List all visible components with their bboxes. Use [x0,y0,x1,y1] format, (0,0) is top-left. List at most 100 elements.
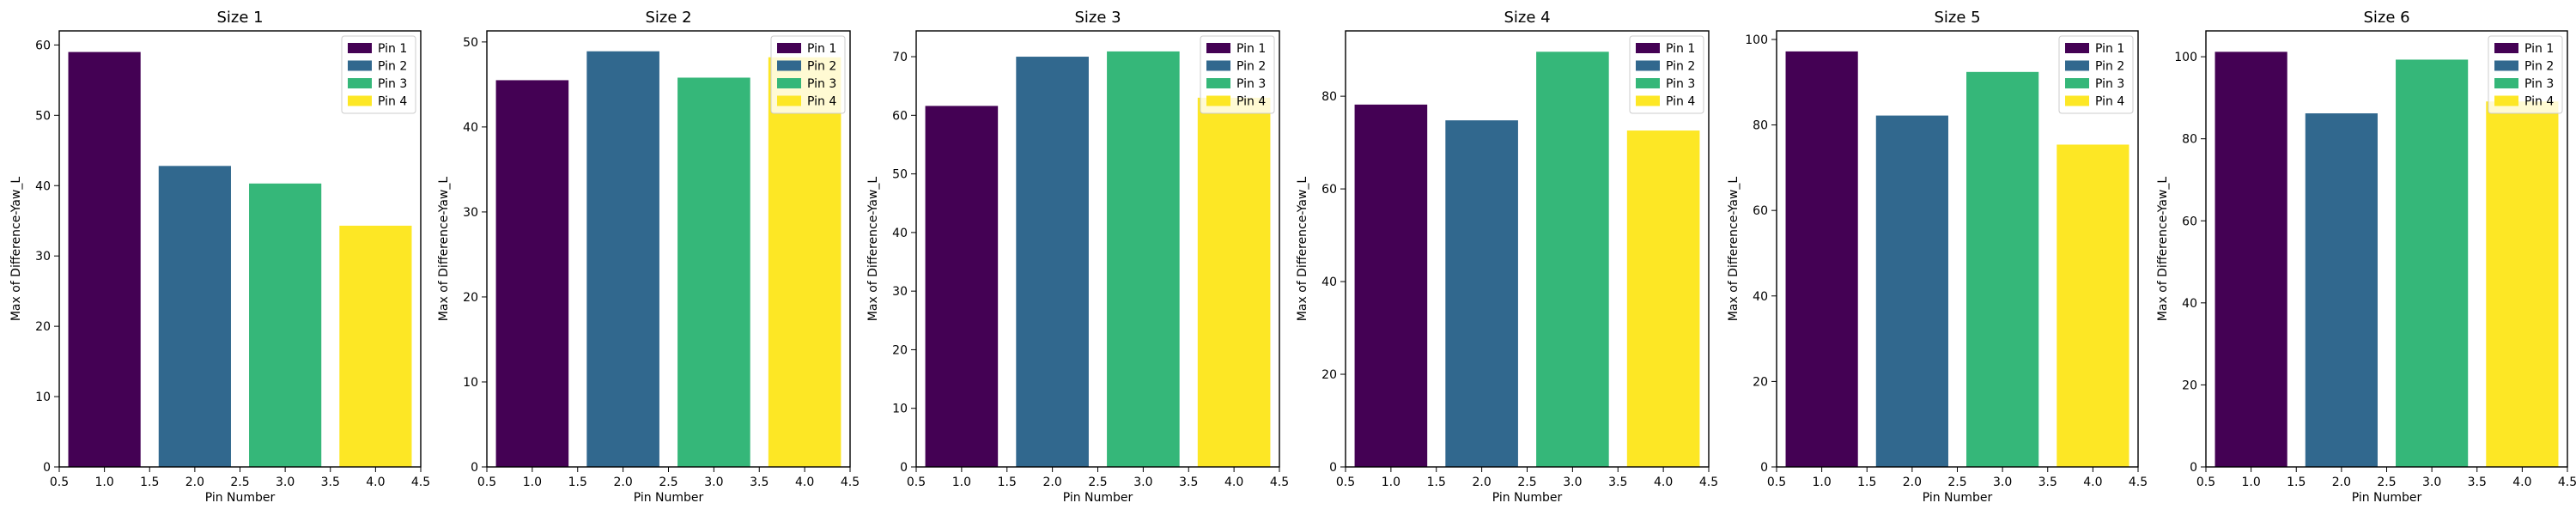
legend: Pin 1 Pin 2 Pin 3 Pin 4 [770,35,846,114]
bar-pin-1 [925,106,999,467]
x-tick-label: 3.0 [276,476,295,489]
bar-pin-2 [1875,115,1948,468]
y-tick-label: 0 [1760,461,1768,475]
chart-title: Size 3 [1074,9,1121,27]
legend-label: Pin 4 [1666,95,1695,109]
x-tick-label: 2.5 [1088,476,1107,489]
x-tick-label: 4.5 [2129,476,2148,489]
y-tick-label: 10 [35,391,51,404]
chart-title: Size 6 [2363,9,2409,27]
legend: Pin 1 Pin 2 Pin 3 Pin 4 [2058,35,2134,114]
x-axis-label: Pin Number [1923,491,1993,505]
x-tick-label: 2.5 [659,476,677,489]
x-tick-label: 3.5 [1608,476,1627,489]
x-tick-label: 1.5 [2287,476,2306,489]
x-axis-label: Pin Number [205,491,276,505]
x-tick-label: 1.5 [140,476,159,489]
x-tick-label: 3.0 [1133,476,1152,489]
bar-pin-4 [2057,144,2129,467]
legend-label: Pin 4 [1236,95,1266,109]
x-tick-label: 4.5 [411,476,430,489]
y-tick-label: 100 [2174,51,2197,64]
legend-label: Pin 4 [2524,95,2554,109]
legend-swatch [777,78,801,88]
legend-swatch [1206,78,1230,88]
legend-swatch [777,95,801,106]
bar-pin-3 [1536,52,1609,467]
x-tick-label: 0.5 [1767,476,1786,489]
x-tick-label: 0.5 [2196,476,2215,489]
y-tick-label: 80 [1753,119,1768,133]
x-tick-label: 3.0 [2422,476,2441,489]
legend-label: Pin 3 [807,77,836,91]
x-tick-label: 2.5 [1517,476,1536,489]
legend-label: Pin 1 [2095,42,2124,56]
legend-swatch [348,95,372,106]
legend-label: Pin 3 [378,77,407,91]
bar-pin-1 [1785,51,1858,467]
legend-label: Pin 2 [2524,60,2554,74]
y-tick-label: 0 [43,461,51,475]
x-tick-label: 4.5 [1270,476,1289,489]
bar-pin-1 [68,52,141,467]
y-tick-label: 60 [892,109,908,123]
x-tick-label: 3.0 [704,476,723,489]
legend-label: Pin 3 [1236,77,1266,91]
x-tick-label: 0.5 [907,476,926,489]
chart-title: Size 1 [216,9,263,27]
legend-label: Pin 4 [807,95,836,109]
bar-pin-1 [2215,52,2287,468]
y-tick-label: 40 [892,227,908,240]
x-tick-label: 1.0 [952,476,971,489]
bar-pin-4 [2486,101,2559,467]
x-tick-label: 3.5 [750,476,769,489]
x-axis-label: Pin Number [634,491,704,505]
y-tick-label: 0 [1329,461,1337,475]
bar-pin-3 [2396,59,2469,468]
legend-swatch [2494,60,2518,71]
legend-swatch [777,60,801,71]
chart-title: Size 5 [1934,9,1980,27]
chart-panel-2: 0.5 1.0 1.5 2.0 2.5 3.0 3.5 4.0 4.5 0 10 20 30 40 50 Si… [437,9,860,505]
chart-title: Size 4 [1504,9,1550,27]
bar-pin-1 [495,80,569,468]
x-tick-label: 4.0 [366,476,385,489]
x-tick-label: 0.5 [50,476,69,489]
y-tick-label: 30 [463,206,478,220]
y-tick-label: 80 [1321,90,1337,104]
y-axis-label: Max of Difference-Yaw_L [2156,177,2170,322]
legend-swatch [348,43,372,53]
bar-pin-2 [2305,113,2378,467]
y-tick-label: 60 [1753,204,1768,218]
y-tick-label: 50 [35,109,51,123]
y-tick-label: 40 [2182,297,2197,311]
y-tick-label: 60 [1321,183,1337,197]
legend-label: Pin 2 [807,60,836,74]
legend-swatch [2065,60,2089,71]
x-tick-label: 4.5 [2558,476,2576,489]
chart-panel-6: 0.5 1.0 1.5 2.0 2.5 3.0 3.5 4.0 4.5 0 20 40 60 80 100 S… [2156,9,2576,505]
bar-pin-4 [768,57,841,468]
y-tick-label: 40 [1753,290,1768,304]
x-tick-label: 1.5 [1427,476,1446,489]
y-tick-label: 50 [463,36,478,50]
legend-frame [1629,35,1704,114]
x-tick-label: 1.0 [1812,476,1831,489]
y-tick-label: 60 [35,39,51,52]
x-tick-label: 1.0 [94,476,113,489]
y-tick-label: 50 [892,168,908,182]
bar-pin-3 [249,183,322,468]
x-tick-label: 4.0 [2512,476,2531,489]
bar-pin-3 [677,77,750,468]
x-tick-label: 4.0 [1654,476,1673,489]
x-tick-label: 4.5 [841,476,860,489]
legend-label: Pin 2 [378,60,407,74]
x-tick-label: 4.0 [2083,476,2102,489]
legend-label: Pin 3 [1666,77,1695,91]
chart-panel-1: 0.5 1.0 1.5 2.0 2.5 3.0 3.5 4.0 4.5 0 10 20 30 40 50 60… [9,9,430,505]
x-tick-label: 2.0 [2332,476,2351,489]
legend-label: Pin 2 [1236,60,1266,74]
x-tick-label: 3.5 [2038,476,2057,489]
chart-panel-3: 0.5 1.0 1.5 2.0 2.5 3.0 3.5 4.0 4.5 0 10 20 30 40 50 60… [866,9,1289,505]
x-axis-label: Pin Number [1063,491,1133,505]
